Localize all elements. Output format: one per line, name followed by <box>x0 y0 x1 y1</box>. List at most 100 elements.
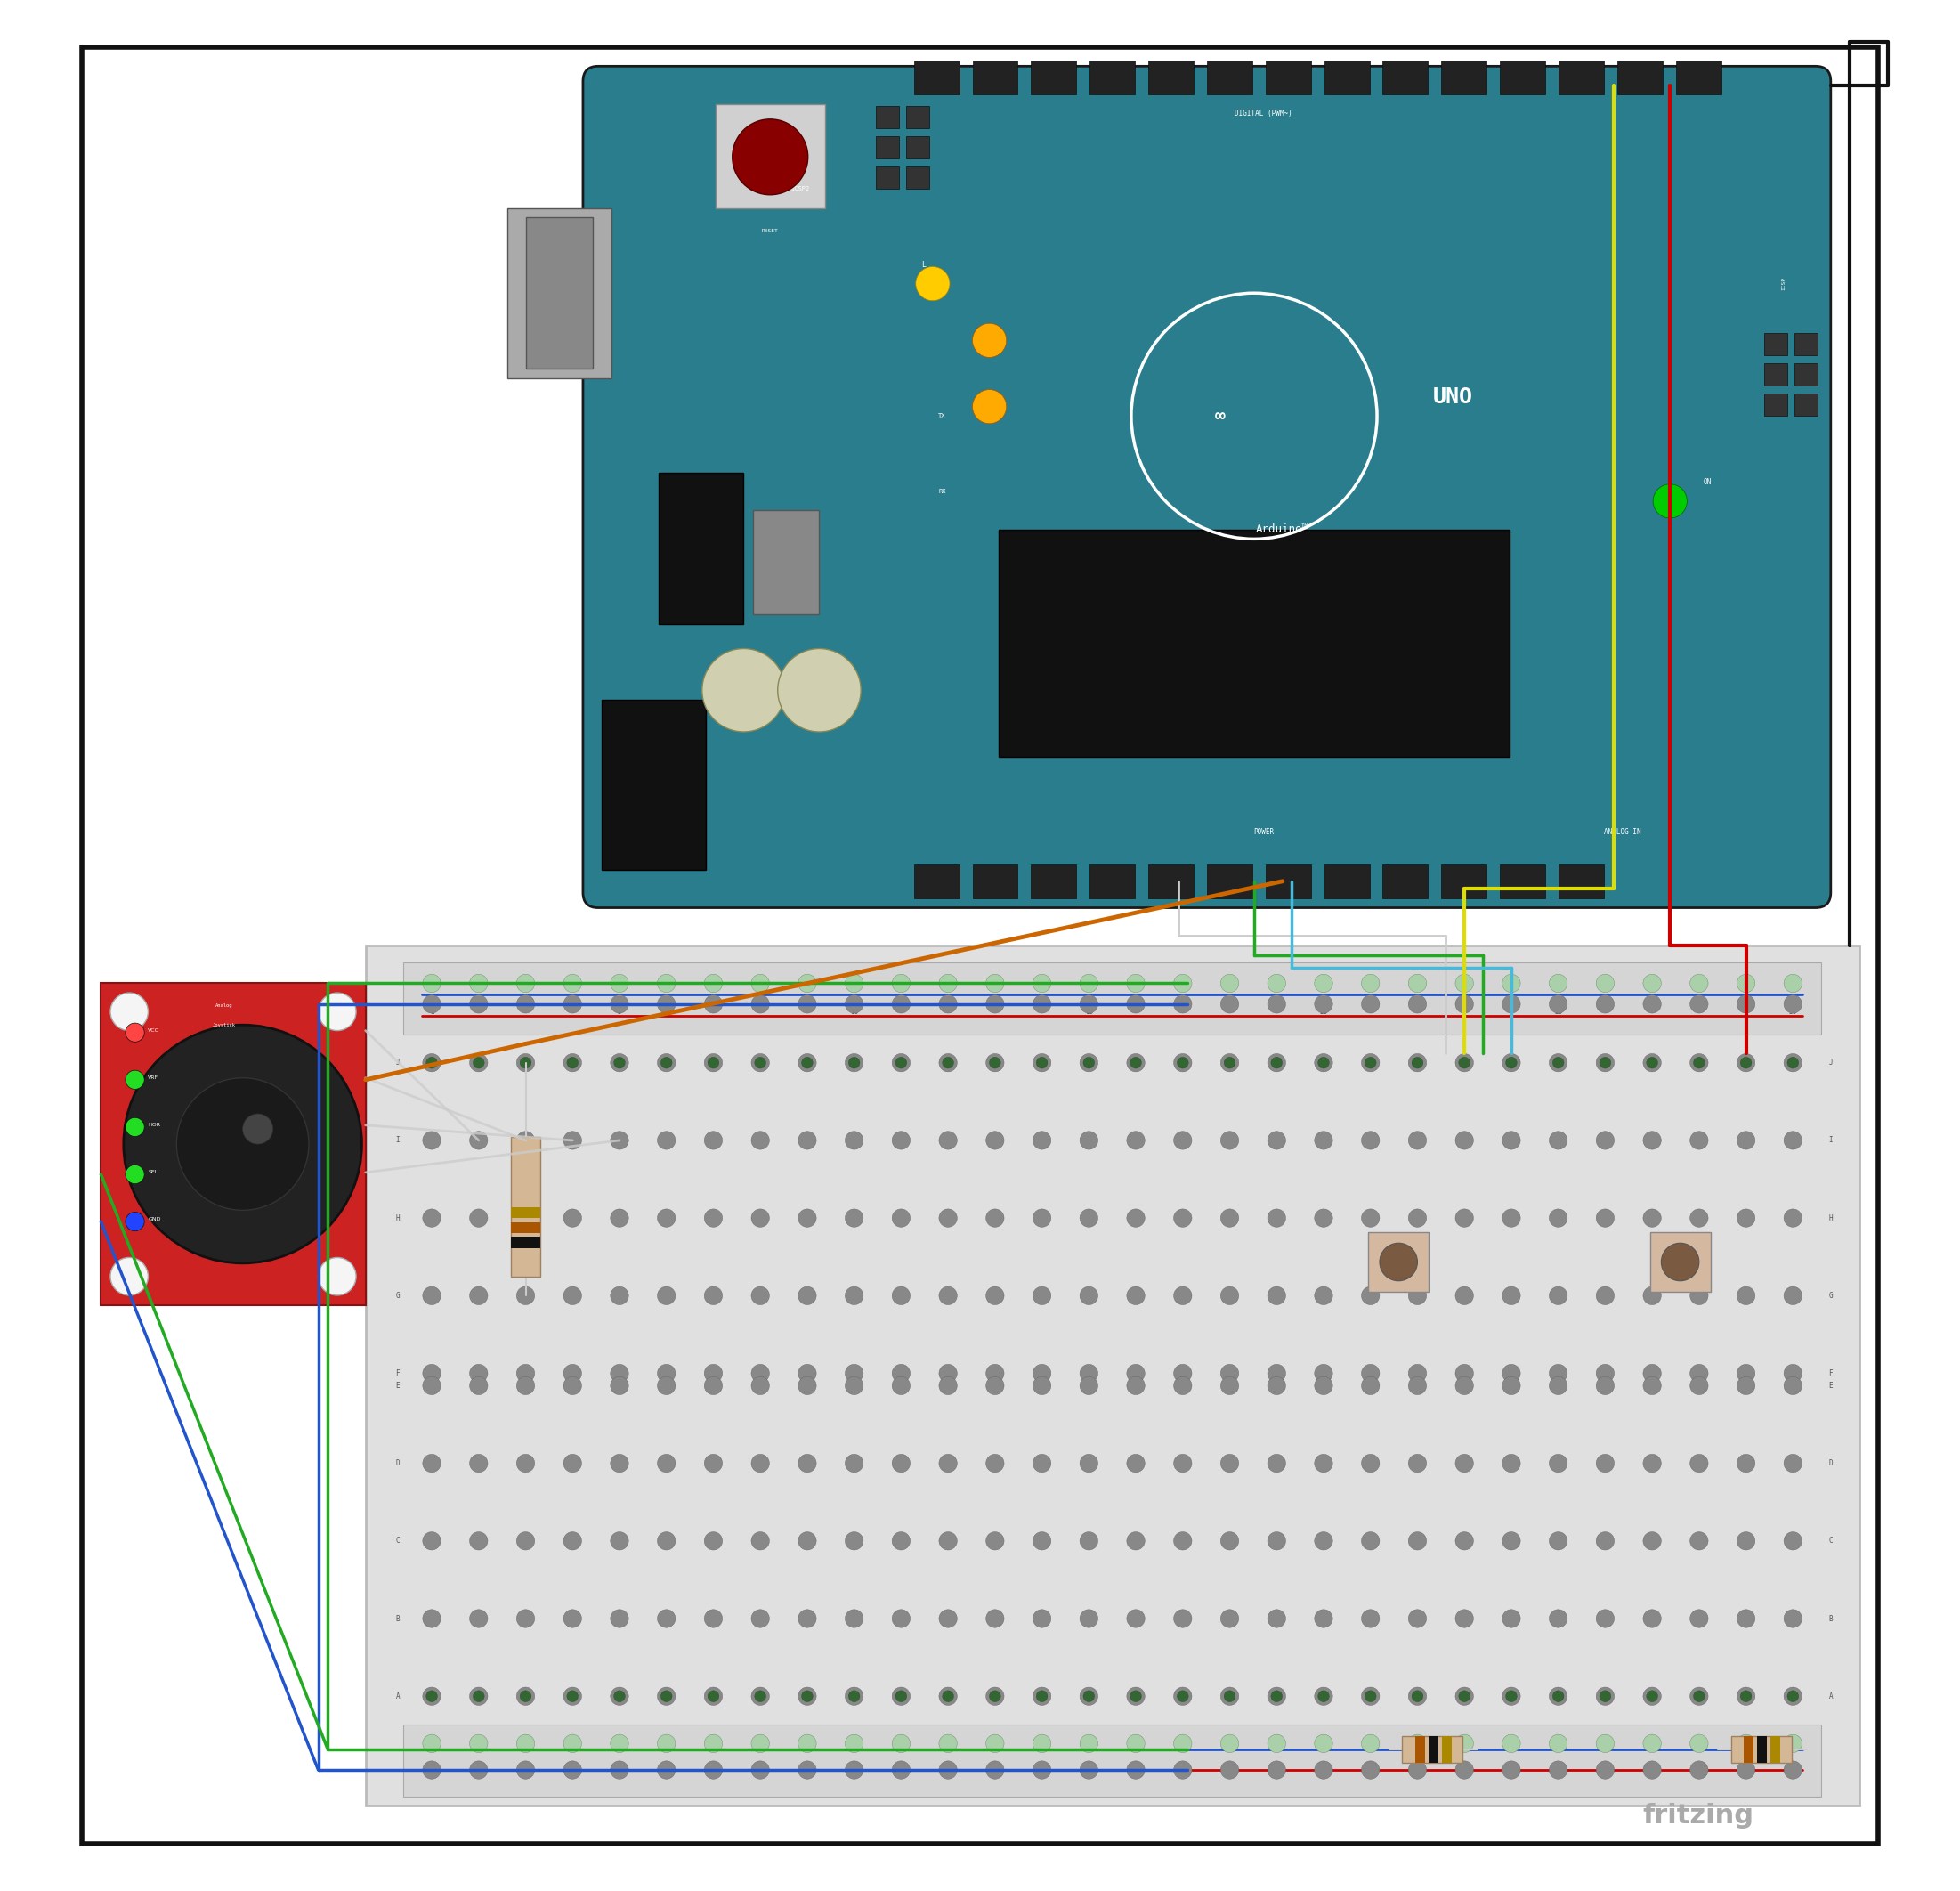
Text: VRF: VRF <box>149 1076 159 1080</box>
Circle shape <box>704 995 723 1014</box>
Circle shape <box>704 1377 723 1396</box>
Circle shape <box>1662 1242 1699 1280</box>
Circle shape <box>1127 995 1145 1014</box>
Circle shape <box>1315 1609 1333 1628</box>
Text: G: G <box>1829 1292 1833 1299</box>
Bar <box>527 217 592 369</box>
Circle shape <box>1084 1057 1094 1068</box>
Circle shape <box>470 1286 488 1305</box>
Bar <box>1676 61 1721 95</box>
Circle shape <box>1362 974 1380 993</box>
Circle shape <box>423 1609 441 1628</box>
Circle shape <box>1174 1363 1192 1382</box>
Bar <box>906 136 929 159</box>
Circle shape <box>470 1053 488 1072</box>
Circle shape <box>1315 1761 1333 1779</box>
Circle shape <box>318 993 357 1031</box>
Text: RESET: RESET <box>762 229 778 233</box>
Circle shape <box>1223 1057 1235 1068</box>
Circle shape <box>1080 1286 1098 1305</box>
Text: 10: 10 <box>851 1008 858 1015</box>
Circle shape <box>704 1286 723 1305</box>
Circle shape <box>1174 1377 1192 1396</box>
Text: 1: 1 <box>429 1008 433 1015</box>
Circle shape <box>751 1609 770 1628</box>
Circle shape <box>939 1687 956 1706</box>
Circle shape <box>470 1532 488 1551</box>
Circle shape <box>1652 484 1688 518</box>
Circle shape <box>892 1609 909 1628</box>
Bar <box>1401 1736 1462 1762</box>
Circle shape <box>1456 1761 1474 1779</box>
Text: I: I <box>396 1136 400 1144</box>
Circle shape <box>733 119 808 195</box>
Circle shape <box>1548 1363 1568 1382</box>
Text: HOR: HOR <box>149 1123 161 1127</box>
Circle shape <box>1131 1691 1141 1702</box>
Circle shape <box>1690 1454 1709 1473</box>
Circle shape <box>704 1687 723 1706</box>
Circle shape <box>1174 1609 1192 1628</box>
Text: D: D <box>396 1460 400 1467</box>
Circle shape <box>1784 974 1801 993</box>
Circle shape <box>1127 1761 1145 1779</box>
Bar <box>1325 864 1370 898</box>
Circle shape <box>517 1761 535 1779</box>
Text: D: D <box>1829 1460 1833 1467</box>
Circle shape <box>610 1734 629 1753</box>
Circle shape <box>798 1761 815 1779</box>
Circle shape <box>1270 1691 1282 1702</box>
Circle shape <box>110 1258 149 1295</box>
Text: C: C <box>1829 1537 1833 1545</box>
Circle shape <box>849 1057 860 1068</box>
Text: B: B <box>396 1615 400 1622</box>
Circle shape <box>563 974 582 993</box>
Text: F: F <box>1829 1369 1833 1377</box>
Circle shape <box>613 1057 625 1068</box>
Circle shape <box>798 1377 815 1396</box>
Circle shape <box>423 1377 441 1396</box>
Circle shape <box>892 1687 909 1706</box>
Circle shape <box>610 1286 629 1305</box>
Circle shape <box>470 1363 488 1382</box>
Circle shape <box>1033 1053 1051 1072</box>
Circle shape <box>1690 1208 1709 1227</box>
Bar <box>876 106 900 129</box>
Circle shape <box>798 1053 815 1072</box>
Circle shape <box>1456 1131 1474 1150</box>
Circle shape <box>1456 974 1474 993</box>
Circle shape <box>1595 1687 1615 1706</box>
Bar <box>367 946 1860 1806</box>
Circle shape <box>1595 974 1615 993</box>
Circle shape <box>1784 1363 1801 1382</box>
Circle shape <box>1642 1734 1662 1753</box>
Text: ON: ON <box>1703 478 1711 486</box>
Circle shape <box>423 1131 441 1150</box>
Circle shape <box>1690 974 1709 993</box>
Circle shape <box>751 1454 770 1473</box>
Circle shape <box>1737 1609 1754 1628</box>
Circle shape <box>798 1532 815 1551</box>
Circle shape <box>751 1734 770 1753</box>
Circle shape <box>1548 1532 1568 1551</box>
Text: J: J <box>396 1059 400 1067</box>
Circle shape <box>1127 1454 1145 1473</box>
Circle shape <box>1080 1532 1098 1551</box>
Bar <box>1795 333 1817 356</box>
Circle shape <box>1270 1057 1282 1068</box>
Circle shape <box>1315 974 1333 993</box>
Circle shape <box>939 1734 956 1753</box>
Circle shape <box>1456 1734 1474 1753</box>
Circle shape <box>1268 1609 1286 1628</box>
Circle shape <box>986 1454 1004 1473</box>
Circle shape <box>610 974 629 993</box>
Circle shape <box>517 995 535 1014</box>
Circle shape <box>517 1286 535 1305</box>
Circle shape <box>1033 1609 1051 1628</box>
Circle shape <box>845 1053 862 1072</box>
Circle shape <box>1737 1363 1754 1382</box>
Circle shape <box>704 1609 723 1628</box>
Circle shape <box>751 1377 770 1396</box>
Bar <box>510 1206 541 1218</box>
Circle shape <box>1033 1687 1051 1706</box>
